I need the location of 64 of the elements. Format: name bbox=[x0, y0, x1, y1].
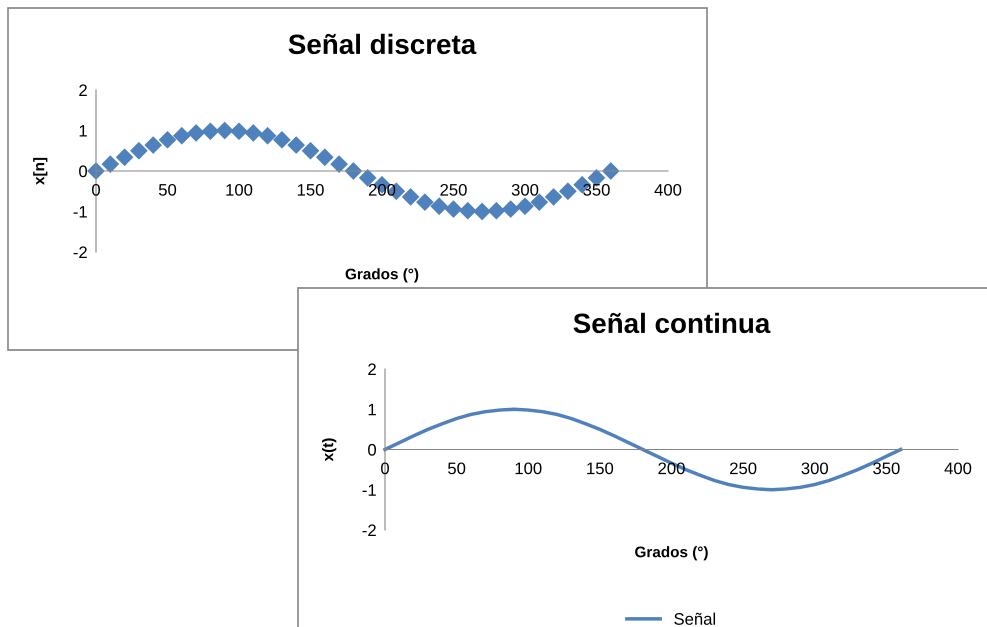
point bbox=[502, 200, 520, 218]
x-tick-label: 400 bbox=[944, 462, 972, 474]
x-axis-title: Grados (°) bbox=[346, 268, 418, 282]
y-tick-label: 1 bbox=[80, 125, 87, 137]
x-tick-label: 50 bbox=[448, 462, 466, 474]
point bbox=[316, 148, 334, 166]
y-tick-label: 2 bbox=[79, 84, 87, 96]
point bbox=[545, 188, 562, 206]
point bbox=[459, 202, 476, 220]
line-series bbox=[383, 408, 902, 492]
x-axis-title: Grados (°) bbox=[635, 546, 708, 560]
y-tick-label: 1 bbox=[368, 404, 376, 416]
point bbox=[158, 131, 176, 148]
x-tick-label: 300 bbox=[512, 184, 538, 196]
point bbox=[444, 200, 462, 218]
x-tick-label: 100 bbox=[516, 462, 542, 474]
x-tick-label: 100 bbox=[226, 184, 252, 196]
x-tick-label: 350 bbox=[583, 184, 610, 196]
x-tick-label: 250 bbox=[440, 184, 467, 196]
point bbox=[202, 122, 219, 140]
point bbox=[330, 156, 348, 173]
point bbox=[130, 142, 148, 160]
y-tick-label: -1 bbox=[362, 484, 376, 496]
y-tick-label: -1 bbox=[74, 206, 87, 218]
point bbox=[244, 124, 262, 142]
y-tick-label: 0 bbox=[79, 165, 88, 178]
point bbox=[102, 156, 119, 173]
point bbox=[416, 194, 434, 211]
x-tick-label: 0 bbox=[381, 462, 389, 474]
point bbox=[173, 127, 190, 144]
y-axis-title: x[n] bbox=[33, 158, 48, 185]
point bbox=[273, 131, 290, 148]
point bbox=[402, 188, 420, 206]
legend-label: Señal bbox=[674, 612, 716, 625]
y-tick-label: -2 bbox=[74, 246, 87, 258]
point bbox=[559, 182, 576, 200]
point bbox=[144, 136, 162, 154]
x-tick-label: 50 bbox=[158, 184, 176, 196]
point bbox=[430, 198, 448, 215]
point bbox=[116, 148, 134, 166]
point bbox=[288, 136, 305, 154]
x-tick-label: 400 bbox=[654, 184, 682, 196]
point bbox=[602, 162, 620, 180]
y-axis-title: x(t) bbox=[322, 438, 336, 462]
point bbox=[259, 127, 276, 144]
point bbox=[230, 122, 248, 140]
point bbox=[474, 202, 491, 220]
point bbox=[302, 142, 320, 160]
x-tick-label: 150 bbox=[298, 184, 324, 196]
y-tick-label: 2 bbox=[368, 363, 376, 376]
x-tick-label: 350 bbox=[873, 462, 900, 474]
y-tick-label: 0 bbox=[368, 444, 376, 456]
y-tick-label: -2 bbox=[362, 524, 376, 536]
x-tick-label: 0 bbox=[92, 184, 100, 196]
x-tick-label: 300 bbox=[801, 462, 828, 474]
point bbox=[516, 198, 534, 215]
point bbox=[488, 202, 505, 220]
x-tick-label: 200 bbox=[658, 462, 685, 474]
chart-title: Señal discreta bbox=[288, 34, 476, 54]
x-tick-label: 150 bbox=[587, 462, 614, 474]
x-tick-label: 250 bbox=[730, 462, 756, 474]
chart-title: Señal continua bbox=[574, 312, 770, 334]
point bbox=[188, 124, 205, 142]
point bbox=[216, 122, 234, 140]
